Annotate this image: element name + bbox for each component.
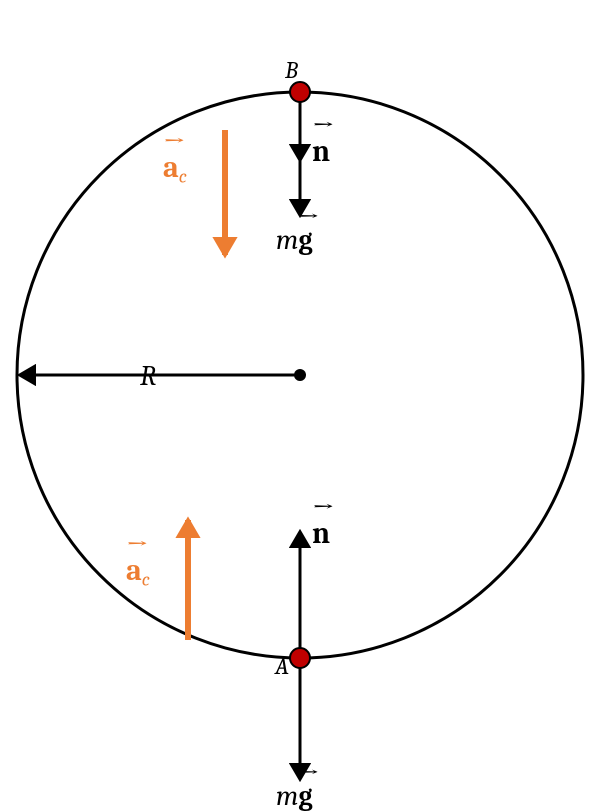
label-A: A — [275, 652, 289, 680]
label-B: B — [285, 56, 298, 84]
label-n-bot: →n — [312, 516, 330, 551]
label-mg-top: m→g — [276, 224, 313, 256]
label-mg-bot: m→g — [276, 780, 313, 811]
label-R: R — [140, 360, 156, 392]
label-ac-bot: →ac — [126, 553, 150, 591]
label-ac-top: →ac — [163, 150, 187, 188]
label-n-top: →n — [312, 134, 330, 169]
physics-diagram — [0, 0, 603, 811]
